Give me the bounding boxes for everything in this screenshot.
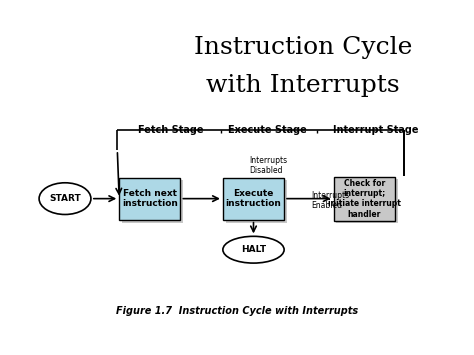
FancyBboxPatch shape xyxy=(334,177,395,221)
Ellipse shape xyxy=(223,236,284,263)
Text: Figure 1.7  Instruction Cycle with Interrupts: Figure 1.7 Instruction Cycle with Interr… xyxy=(116,306,358,316)
Text: Instruction Cycle: Instruction Cycle xyxy=(194,36,412,59)
Text: Execute Stage: Execute Stage xyxy=(228,125,307,135)
Text: with Interrupts: with Interrupts xyxy=(206,75,400,97)
Text: Execute
instruction: Execute instruction xyxy=(226,189,282,208)
FancyBboxPatch shape xyxy=(337,179,398,223)
Text: HALT: HALT xyxy=(241,245,266,254)
Text: Interrupt Stage: Interrupt Stage xyxy=(333,125,419,135)
FancyBboxPatch shape xyxy=(119,178,181,220)
FancyBboxPatch shape xyxy=(122,180,183,223)
Text: Interrupts
Enabled: Interrupts Enabled xyxy=(311,191,349,211)
Ellipse shape xyxy=(39,183,91,214)
Text: Check for
interrupt;
initiate interrupt
handler: Check for interrupt; initiate interrupt … xyxy=(328,179,401,219)
Text: START: START xyxy=(49,194,81,203)
Text: Fetch next
instruction: Fetch next instruction xyxy=(122,189,178,208)
FancyBboxPatch shape xyxy=(223,178,284,220)
Text: Fetch Stage: Fetch Stage xyxy=(138,125,204,135)
Text: Interrupts
Disabled: Interrupts Disabled xyxy=(250,156,288,175)
FancyBboxPatch shape xyxy=(226,180,287,223)
